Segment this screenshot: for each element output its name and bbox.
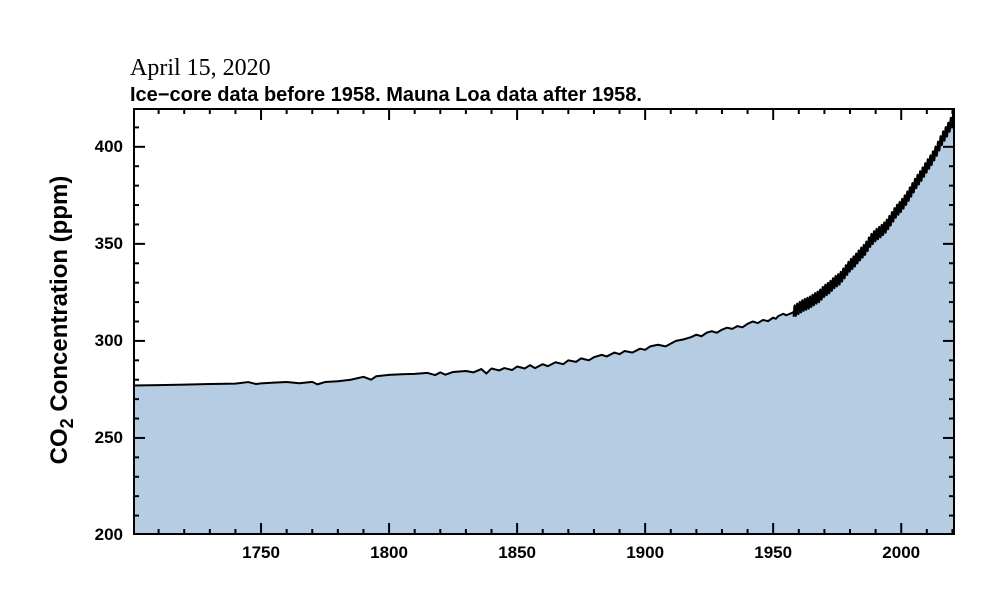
- xtick-label: 2000: [882, 543, 920, 563]
- chart-subtitle: Ice−core data before 1958. Mauna Loa dat…: [130, 84, 642, 107]
- ytick-label: 250: [95, 428, 123, 448]
- ytick-label: 350: [95, 234, 123, 254]
- area-fill: [133, 113, 953, 535]
- ytick-label: 200: [95, 525, 123, 545]
- xtick-label: 1900: [626, 543, 664, 563]
- xtick-label: 1950: [754, 543, 792, 563]
- co2-chart-container: April 15, 2020 Ice−core data before 1958…: [0, 0, 1000, 600]
- y-axis-label-sub: 2: [57, 418, 77, 428]
- ytick-label: 300: [95, 331, 123, 351]
- xtick-label: 1850: [498, 543, 536, 563]
- chart-date-title: April 15, 2020: [130, 55, 271, 82]
- ytick-label: 400: [95, 137, 123, 157]
- xtick-label: 1750: [242, 543, 280, 563]
- plot-svg: [133, 108, 955, 535]
- y-axis-label-post: Concentration (ppm): [46, 176, 73, 419]
- y-axis-label-pre: CO: [46, 428, 73, 464]
- y-axis-label: CO2 Concentration (ppm): [46, 176, 78, 465]
- xtick-label: 1800: [370, 543, 408, 563]
